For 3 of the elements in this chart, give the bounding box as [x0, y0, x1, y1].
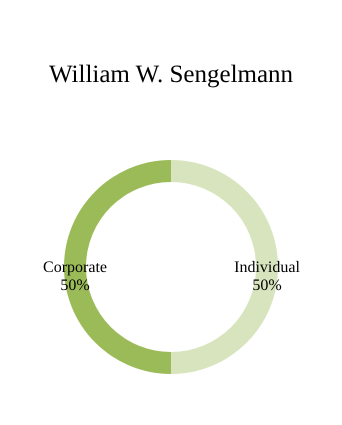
data-label: 50% [252, 277, 282, 294]
slice-label: Individual [234, 259, 300, 276]
chart-title: William W. Sengelmann [48, 61, 294, 88]
